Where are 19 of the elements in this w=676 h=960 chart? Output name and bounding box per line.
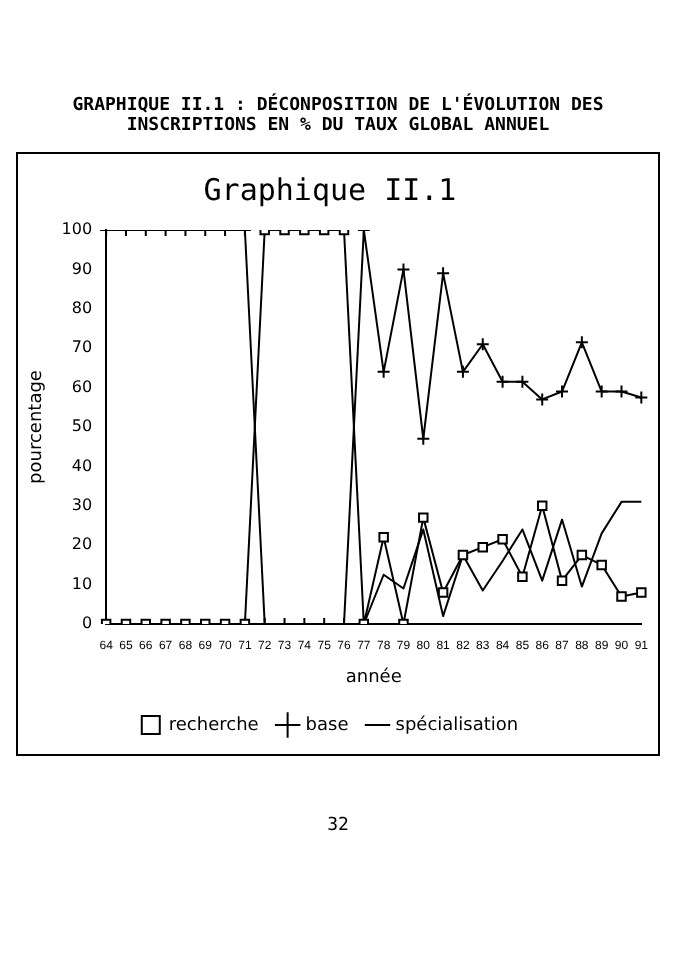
- y-tick-label: 20: [71, 535, 93, 554]
- y-tick-label: 0: [81, 614, 93, 633]
- y-tick-label: 80: [71, 298, 93, 317]
- y-tick-label: 40: [71, 456, 93, 475]
- legend-label: spécialisation: [395, 713, 519, 736]
- x-axis-title: année: [345, 665, 403, 688]
- legend-label: base: [305, 715, 350, 736]
- y-tick-label: 100: [61, 220, 93, 239]
- y-tick-label: 30: [71, 495, 93, 514]
- y-tick-label: 70: [71, 338, 93, 357]
- y-axis-title: pourcentage: [27, 369, 48, 484]
- y-tick-label: 50: [71, 417, 93, 436]
- chart-subtitle: Graphique II.1: [203, 171, 457, 208]
- y-tick-label: 10: [71, 574, 93, 593]
- legend-label: recherche: [168, 715, 260, 736]
- chart-title: GRAPHIQUE II.1 : DÉCONPOSITION DE L'ÉVOLUTION DES INSCRIPTIONS EN % DU TAUX GLOBAL ANNUEL: [70, 91, 606, 140]
- text: 32: [325, 816, 351, 836]
- y-tick-label: 60: [71, 377, 93, 396]
- y-tick-label: 90: [71, 259, 93, 278]
